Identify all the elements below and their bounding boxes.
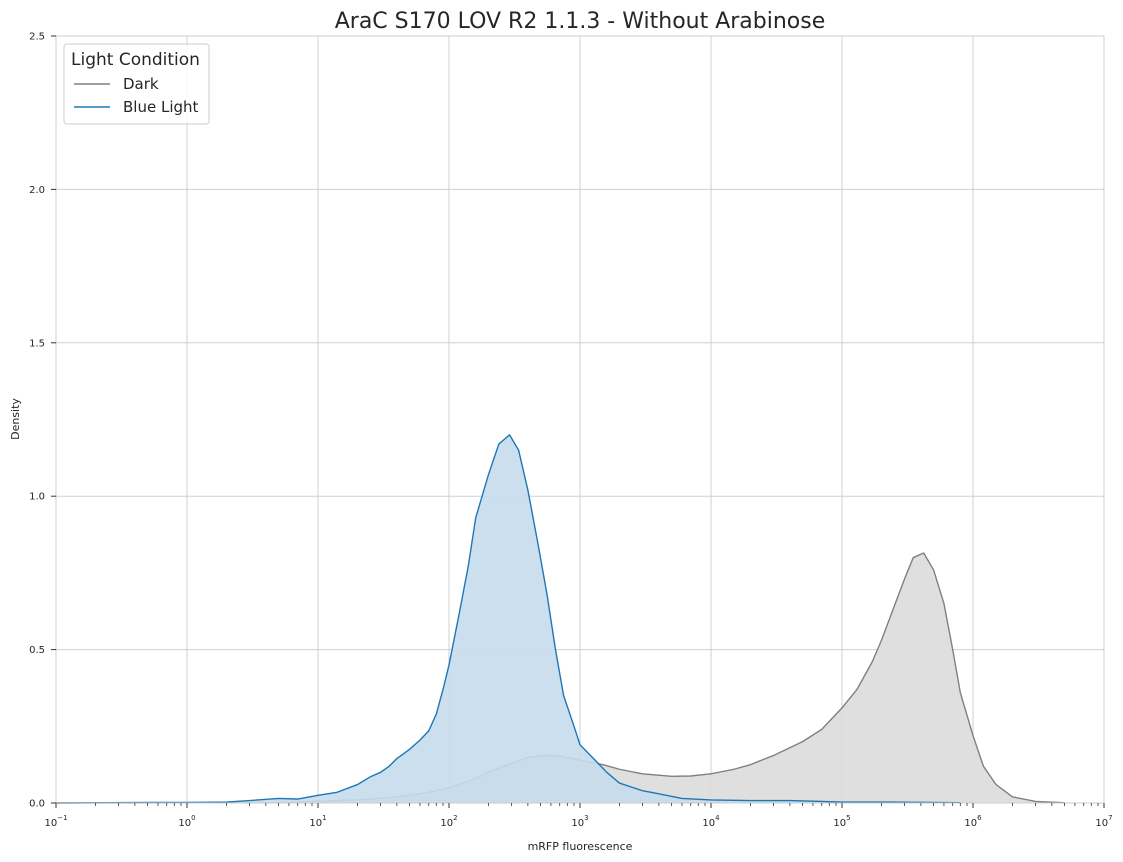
- y-tick-label: 0.5: [29, 645, 45, 656]
- x-tick-label: 102: [440, 814, 457, 829]
- x-axis-ticks: 10−1 100 101 102 103 104 105 106 107: [44, 803, 1113, 829]
- legend-label-dark: Dark: [123, 75, 159, 93]
- legend-box: [63, 43, 210, 125]
- grid: [55, 35, 1105, 804]
- y-axis-ticks: 0.0 0.5 1.0 1.5 2.0 2.5: [29, 32, 56, 810]
- x-tick-label: 10−1: [44, 814, 67, 829]
- y-tick-label: 2.0: [29, 185, 45, 196]
- legend-title: Light Condition: [71, 50, 200, 70]
- x-tick-label: 105: [833, 814, 850, 829]
- x-tick-label: 103: [571, 814, 588, 829]
- y-tick-label: 1.0: [29, 492, 45, 503]
- series-area-dark: [56, 552, 1065, 803]
- y-axis-label: Density: [9, 398, 22, 440]
- x-axis-label: mRFP fluorescence: [528, 840, 633, 853]
- series-line-blue-light: [55, 434, 961, 804]
- x-tick-label: 106: [964, 814, 982, 829]
- y-tick-label: 0.0: [29, 799, 45, 810]
- x-minor-ticks: [95, 803, 1099, 806]
- series-area-blue-light: [56, 434, 961, 803]
- y-tick-label: 2.5: [29, 32, 45, 43]
- x-tick-label: 101: [309, 814, 326, 829]
- legend: Light Condition Dark Blue Light: [63, 43, 210, 125]
- x-tick-label: 104: [702, 814, 720, 829]
- chart-title: AraC S170 LOV R2 1.1.3 - Without Arabino…: [335, 9, 826, 34]
- x-tick-label: 107: [1095, 814, 1112, 829]
- plot-area: [55, 434, 1065, 804]
- x-tick-label: 100: [178, 814, 195, 829]
- y-tick-label: 1.5: [29, 338, 45, 349]
- legend-label-blue-light: Blue Light: [123, 98, 199, 116]
